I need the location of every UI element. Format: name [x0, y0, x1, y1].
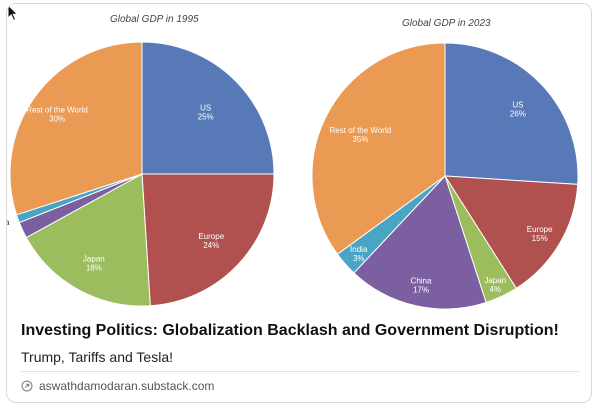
link-preview-card[interactable]: Global GDP in 1995 Global GDP in 2023 US…: [6, 3, 592, 403]
pie-slice-japan: [25, 173, 151, 307]
source-link[interactable]: aswathdamodaran.substack.com: [21, 379, 214, 393]
slice-value-label: 4%: [489, 285, 501, 294]
divider: [21, 371, 579, 372]
slice-label: US: [200, 103, 211, 112]
slice-value-label: 24%: [203, 241, 219, 250]
chart-1995-title: Global GDP in 1995: [110, 14, 199, 25]
slice-value-label: 35%: [352, 135, 368, 144]
slice-label: US: [512, 101, 523, 110]
slice-label: Europe: [198, 232, 224, 241]
slice-label: China: [411, 276, 432, 285]
pie-slice-us: [444, 42, 579, 185]
slice-value-label: 30%: [49, 114, 65, 123]
slice-value-label: 3%: [353, 254, 365, 263]
preview-image[interactable]: Global GDP in 1995 Global GDP in 2023 US…: [7, 4, 591, 312]
pie-slice-us: [141, 41, 275, 175]
pie-slice-europe: [444, 175, 579, 289]
chart-2023-title: Global GDP in 2023: [402, 18, 491, 29]
slice-label: India: [350, 245, 368, 254]
cropped-label: a: [7, 218, 10, 227]
slice-label: Rest of the World: [26, 105, 88, 114]
slice-value-label: 17%: [413, 285, 429, 294]
slice-label: Japan: [484, 276, 506, 285]
slice-value-label: 15%: [532, 234, 548, 243]
link-icon: [21, 380, 33, 392]
pie-slice-china: [353, 175, 487, 310]
slice-value-label: 26%: [510, 110, 526, 119]
slice-label: Japan: [83, 255, 105, 264]
pie-charts: Global GDP in 1995 Global GDP in 2023 US…: [7, 14, 579, 310]
slice-label: Rest of the World: [330, 126, 392, 135]
post-title[interactable]: Investing Politics: Globalization Backla…: [21, 322, 559, 339]
pie-slice-rest-of-the-world: [311, 42, 446, 255]
source-domain: aswathdamodaran.substack.com: [39, 379, 215, 393]
pie-slice-rest-of-the-world: [9, 41, 143, 216]
post-subtitle: Trump, Tariffs and Tesla!: [21, 349, 173, 365]
pie-slice-europe: [141, 173, 275, 307]
slice-value-label: 18%: [86, 264, 102, 273]
mouse-cursor-icon: [7, 4, 19, 22]
slice-value-label: 25%: [198, 112, 214, 121]
slice-label: Europe: [527, 225, 553, 234]
